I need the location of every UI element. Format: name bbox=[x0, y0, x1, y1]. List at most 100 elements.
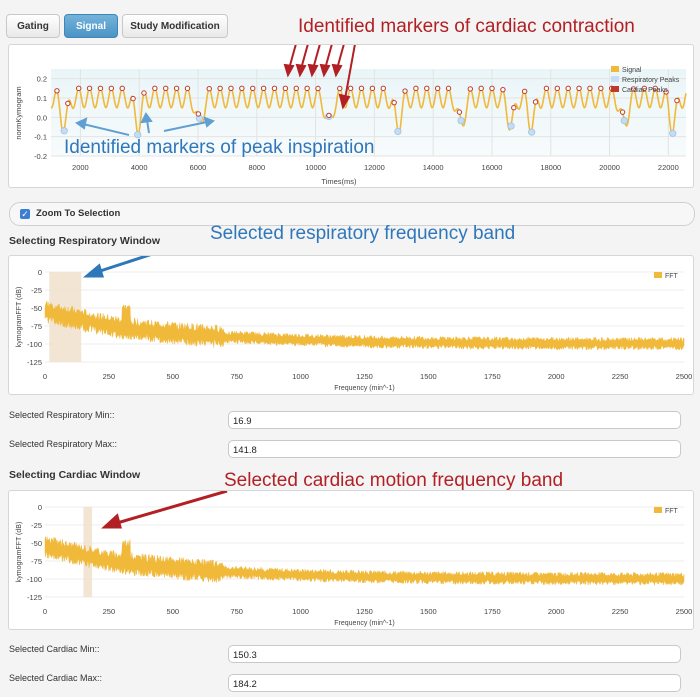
fft-y-tick: -25 bbox=[31, 286, 42, 295]
respiratory-peak-marker bbox=[394, 127, 402, 136]
tab-gating[interactable]: Gating bbox=[6, 14, 60, 38]
fft-y-tick: -75 bbox=[31, 557, 42, 566]
cardiac-peak-marker bbox=[674, 97, 680, 104]
resp-band-arrow-head bbox=[82, 263, 105, 278]
cardiac-peak-marker bbox=[619, 109, 626, 115]
cardiac-peak-marker bbox=[65, 100, 71, 107]
signal-x-tick: 12000 bbox=[364, 163, 385, 172]
legend-swatch-cardiac-peaks bbox=[611, 86, 619, 92]
fft-x-tick: 0 bbox=[43, 372, 47, 381]
cardiac-peak-marker bbox=[456, 109, 463, 115]
fft-x-axis-label: Frequency (min^-1) bbox=[334, 385, 394, 392]
resp-fft-panel: 0 -25 -50 -75 -100 -125 0 250 500 750 1000 1250 1500… bbox=[8, 232, 694, 395]
cardiac-peak-marker bbox=[543, 85, 550, 92]
legend-label-signal: Signal bbox=[622, 67, 642, 74]
cardiac-peak-marker bbox=[587, 85, 593, 92]
fft-x-tick: 1750 bbox=[484, 372, 501, 381]
resp-min-field[interactable]: 16.9 bbox=[228, 411, 681, 429]
cardiac-peak-marker bbox=[130, 95, 136, 102]
fft-series-area bbox=[44, 536, 685, 587]
fft-y-tick: -50 bbox=[31, 304, 42, 313]
signal-plot-area bbox=[51, 69, 686, 156]
fft-x-tick: 1750 bbox=[484, 607, 501, 616]
signal-y-tick: 0.0 bbox=[37, 113, 47, 122]
cardiac-peak-marker bbox=[434, 85, 441, 92]
cardiac-peak-marker bbox=[380, 85, 386, 92]
signal-x-tick: 2000 bbox=[72, 163, 89, 172]
cardiac-min-label: Selected Cardiac Min:: bbox=[9, 644, 100, 654]
cardiac-peak-marker bbox=[54, 88, 60, 94]
fft-x-tick: 1250 bbox=[356, 372, 373, 381]
legend-swatch-signal bbox=[611, 66, 619, 72]
cardiac-peak-marker bbox=[239, 85, 245, 92]
fft-x-tick: 500 bbox=[167, 607, 180, 616]
cardiac-peak-marker bbox=[576, 85, 582, 92]
resp-fft-chart[interactable]: 0-25-50-75-100-1250 250 500 750 1000 1250 1500… bbox=[9, 232, 693, 394]
cardiac-peak-marker bbox=[532, 99, 539, 105]
cardiac-peak-marker bbox=[511, 105, 517, 111]
zoom-to-selection-bar: ✓ Zoom To Selection bbox=[9, 202, 695, 226]
signal-x-tick: 18000 bbox=[540, 163, 561, 172]
signal-y-tick: 0.2 bbox=[37, 75, 47, 84]
respiratory-window-title: Selecting Respiratory Window bbox=[9, 235, 161, 247]
fft-x-tick: 2500 bbox=[676, 372, 693, 381]
cardiac-peak-marker bbox=[478, 85, 484, 92]
respiratory-peak-marker bbox=[457, 117, 465, 125]
cardiac-peak-marker bbox=[315, 85, 321, 92]
signal-x-tick: 8000 bbox=[248, 163, 265, 172]
signal-chart-panel: 2000 4000 6000 8000 10000 12000 14000 16000 1800… bbox=[8, 32, 694, 188]
fft-x-tick: 2250 bbox=[612, 607, 629, 616]
cardiac-peak-marker bbox=[413, 85, 419, 92]
signal-x-tick: 6000 bbox=[190, 163, 207, 172]
cardiac-fft-panel: 0 -25 -50 -75 -100 -125 0 250 500 750 1000 1250 1500… bbox=[8, 489, 694, 630]
signal-x-tick: 16000 bbox=[482, 163, 503, 172]
cardiac-peak-marker bbox=[184, 85, 191, 92]
annotation-resp-band: Selected respiratory frequency band bbox=[210, 223, 516, 244]
cardiac-peak-marker bbox=[369, 85, 376, 92]
fft-x-tick: 750 bbox=[230, 372, 243, 381]
cardiac-peak-marker bbox=[565, 85, 571, 92]
fft-series-area bbox=[44, 300, 685, 351]
cardiac-peak-marker bbox=[630, 86, 637, 92]
signal-y-tick: 0.1 bbox=[37, 94, 47, 103]
cardiac-peak-marker bbox=[76, 85, 82, 92]
tab-signal[interactable]: Signal bbox=[64, 14, 118, 38]
fft-y-tick: -50 bbox=[31, 539, 42, 548]
cardiac-peak-marker bbox=[173, 85, 180, 92]
cardiac-peak-marker bbox=[293, 85, 299, 92]
cardiac-peak-marker bbox=[641, 85, 648, 92]
cardiac-peak-marker bbox=[326, 112, 332, 119]
cardiac-band-arrow-line bbox=[116, 489, 228, 525]
cardiac-peak-marker bbox=[652, 85, 658, 92]
cardiac-peak-marker bbox=[195, 111, 202, 117]
cardiac-peak-marker bbox=[358, 85, 365, 92]
cardiac-peak-marker bbox=[554, 85, 561, 92]
fft-x-tick: 2000 bbox=[548, 607, 565, 616]
cardiac-band-arrow bbox=[101, 489, 228, 529]
fft-x-tick: 0 bbox=[43, 607, 47, 616]
respiratory-peak-marker bbox=[60, 127, 68, 135]
signal-x-axis-label: Times(ms) bbox=[321, 177, 357, 186]
legend-swatch-resp-peaks bbox=[611, 76, 619, 82]
fft-x-tick: 1500 bbox=[420, 372, 437, 381]
tab-study-modification[interactable]: Study Modification bbox=[122, 14, 228, 38]
cardiac-peak-marker bbox=[402, 88, 408, 94]
cardiac-peak-marker bbox=[337, 85, 343, 92]
cardiac-peak-marker bbox=[119, 85, 125, 92]
inspiration-marker-arrows bbox=[74, 112, 215, 136]
signal-y-tick: -0.2 bbox=[34, 152, 47, 161]
zoom-to-selection-checkbox[interactable]: ✓ bbox=[20, 209, 30, 219]
cardiac-max-field[interactable]: 184.2 bbox=[228, 674, 681, 692]
fft-x-tick: 1000 bbox=[292, 372, 309, 381]
fft-x-tick: 500 bbox=[167, 372, 180, 381]
respiratory-peak-marker bbox=[528, 128, 536, 136]
fft-y-tick: 0 bbox=[38, 503, 42, 512]
cardiac-fft-chart[interactable]: 0-25-50-75-100-1250 250 500 750 1000 1250 1500… bbox=[9, 489, 693, 629]
resp-max-field[interactable]: 141.8 bbox=[228, 440, 681, 458]
cardiac-peak-marker bbox=[347, 85, 354, 92]
cardiac-min-field[interactable]: 150.3 bbox=[228, 645, 681, 663]
respiratory-peak-marker bbox=[620, 117, 628, 125]
cardiac-peak-marker bbox=[282, 85, 289, 92]
fft-x-tick: 1500 bbox=[420, 607, 437, 616]
resp-band-arrow-line bbox=[96, 232, 215, 274]
